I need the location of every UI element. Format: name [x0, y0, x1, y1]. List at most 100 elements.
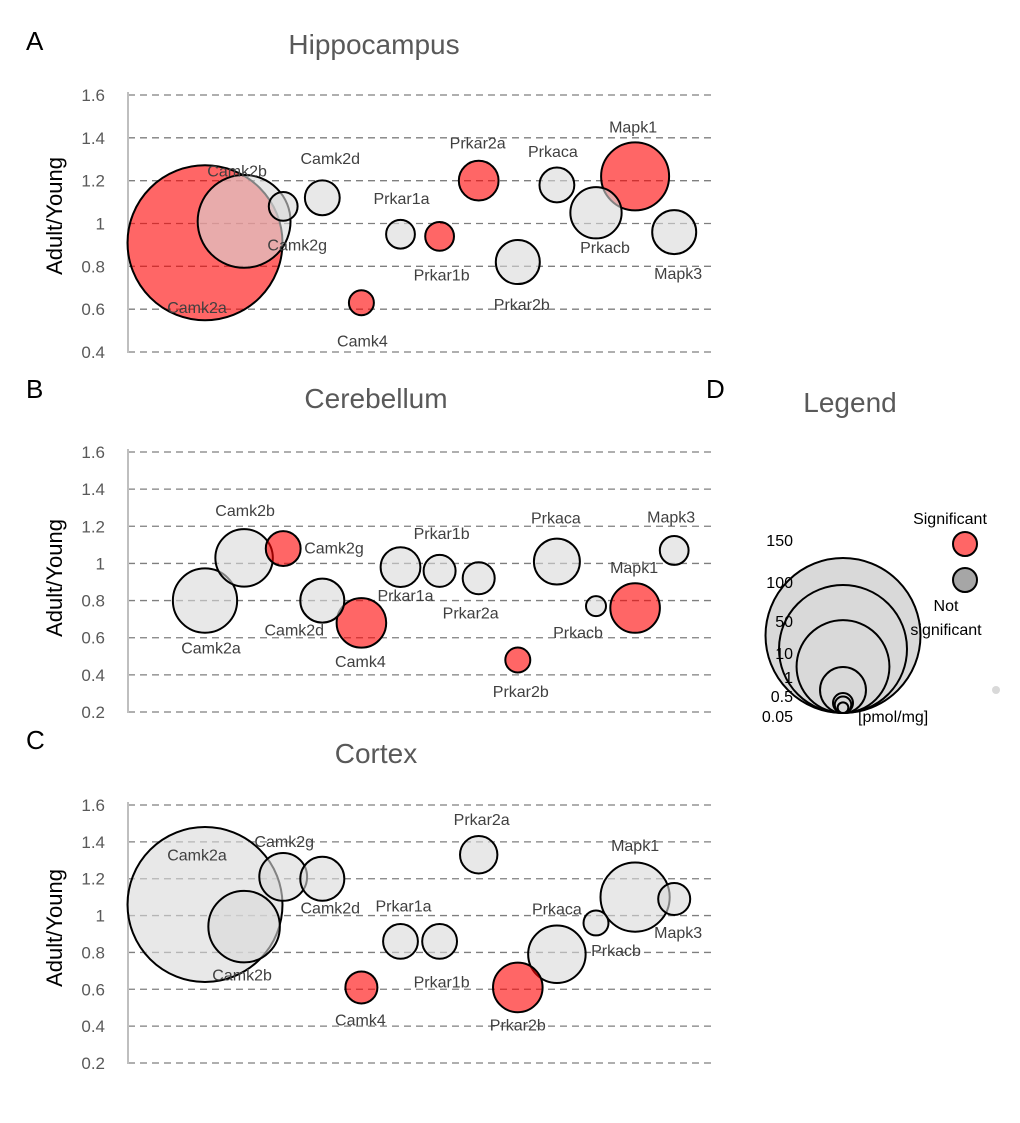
legend-size-label: 0.5 [771, 689, 793, 706]
y-tick-label: 1 [96, 215, 105, 234]
bubble-label-prkar1a: Prkar1a [375, 898, 431, 915]
y-tick-label: 0.4 [81, 343, 105, 362]
bubble-label-prkar2a: Prkar2a [443, 605, 499, 622]
bubble-prkar2a [457, 159, 500, 202]
bubble-label-prkaca: Prkaca [528, 144, 578, 161]
y-tick-label: 1.2 [81, 870, 105, 889]
y-tick-label: 0.4 [81, 666, 105, 685]
bubble-prkar1a [385, 218, 416, 250]
bubble-camk2d [299, 577, 346, 624]
bubble-label-mapk1: Mapk1 [611, 838, 659, 855]
y-tick-label: 0.2 [81, 1054, 105, 1073]
y-tick-label: 0.8 [81, 592, 105, 611]
y-tick-label: 1.4 [81, 480, 105, 499]
bubble-prkar2b [492, 961, 544, 1014]
legend-not-significant-marker [952, 567, 978, 593]
bubble-label-prkacb: Prkacb [591, 943, 641, 960]
bubble-label-camk2d: Camk2d [301, 151, 361, 168]
legend-size-scale: 150 100 50 10 1 0.5 0.05 [762, 533, 922, 726]
bubble-label-camk2a: Camk2a [167, 300, 227, 317]
bubble-label-camk2g: Camk2g [254, 834, 314, 851]
chart-title-hippocampus: Hippocampus [288, 29, 459, 60]
plot-cerebellum: 0.2 0.4 0.6 0.8 1 1.2 1.4 1.6 Camk2a Camk2b Camk2g… [81, 443, 712, 722]
bubble-mapk3 [651, 209, 698, 256]
legend-not-significant-label-line2: significant [910, 622, 982, 639]
y-axis-label-cerebellum: Adult/Young [42, 519, 67, 637]
bubble-mapk3 [657, 881, 692, 916]
bubble-camk2b [196, 173, 292, 269]
plot-cortex: 0.2 0.4 0.6 0.8 1 1.2 1.4 1.6 Camk2a Camk2b Camk2g… [81, 796, 712, 1073]
bubble-prkaca [527, 924, 587, 985]
legend-title: Legend [803, 387, 896, 418]
bubble-label-camk2a: Camk2a [181, 641, 241, 658]
bubble-label-prkar1a: Prkar1a [377, 588, 433, 605]
bubble-prkar2b [494, 239, 541, 286]
bubble-label-camk2b: Camk2b [207, 163, 267, 180]
bubble-label-camk4: Camk4 [335, 654, 386, 671]
bubble-camk2g [264, 530, 302, 567]
chart-title-cerebellum: Cerebellum [304, 383, 447, 414]
legend-significant-label: Significant [913, 511, 987, 528]
panel-letter-b: B [26, 374, 43, 404]
y-tick-label: 1 [96, 907, 105, 926]
bubble-label-prkar1b: Prkar1b [414, 526, 470, 543]
y-tick-label: 0.6 [81, 300, 105, 319]
y-tick-label: 1.6 [81, 443, 105, 462]
y-axis-label-cortex: Adult/Young [42, 869, 67, 987]
bubble-prkar1a [382, 922, 419, 960]
legend-size-label: 50 [775, 614, 793, 631]
bubble-mapk1 [600, 141, 671, 212]
bubble-mapk3 [658, 535, 690, 566]
legend-not-significant-label-line1: Not [934, 598, 959, 615]
bubble-label-mapk3: Mapk3 [654, 925, 702, 942]
legend-size-label: 0.05 [762, 709, 793, 726]
bubble-label-prkaca: Prkaca [531, 511, 581, 528]
bubble-prkaca [538, 166, 576, 204]
panel-letter-c: C [26, 725, 45, 755]
y-tick-label: 0.6 [81, 980, 105, 999]
bubble-prkacb [585, 595, 607, 618]
bubble-prkar1a [379, 546, 422, 589]
bubble-label-camk4: Camk4 [335, 1012, 386, 1029]
bubble-label-prkar2b: Prkar2b [494, 297, 550, 314]
bubble-camk2g [267, 190, 299, 222]
bubble-prkacb [582, 909, 610, 937]
y-tick-label: 1.4 [81, 833, 105, 852]
legend-size-label: 100 [766, 575, 793, 592]
y-tick-label: 1.6 [81, 796, 105, 815]
bubble-label-camk2d: Camk2d [265, 623, 325, 640]
legend-size-circle [836, 701, 850, 715]
y-tick-label: 1.4 [81, 129, 105, 148]
bubble-label-camk2a: Camk2a [167, 848, 227, 865]
y-tick-label: 1 [96, 554, 105, 573]
panel-letter-a: A [26, 26, 44, 56]
bubble-label-camk2g: Camk2g [267, 237, 327, 254]
y-tick-label: 0.8 [81, 943, 105, 962]
bubble-prkar2a [461, 561, 496, 596]
bubble-camk2b [207, 889, 281, 964]
panel-letter-d: D [706, 374, 725, 404]
bubble-camk2b [214, 528, 274, 588]
legend-size-label: 1 [784, 670, 793, 687]
bubble-prkar1b [422, 553, 457, 588]
bubble-prkar2b [504, 646, 532, 674]
bubble-label-prkar1b: Prkar1b [414, 974, 470, 991]
bubble-label-prkacb: Prkacb [580, 240, 630, 257]
legend-significant-marker [952, 531, 978, 557]
y-axis-label-hippocampus: Adult/Young [42, 157, 67, 275]
bubble-camk4 [344, 970, 379, 1005]
y-tick-label: 1.6 [81, 86, 105, 105]
bubble-camk4 [335, 597, 388, 649]
bubble-label-prkar2b: Prkar2b [493, 684, 549, 701]
bubble-prkar2a [459, 835, 499, 875]
bubble-label-prkar1a: Prkar1a [373, 191, 429, 208]
bubble-mapk1 [609, 582, 661, 634]
bubble-label-prkaca: Prkaca [532, 901, 582, 918]
bubble-label-mapk1: Mapk1 [610, 560, 658, 577]
bubble-label-prkar2a: Prkar2a [450, 136, 506, 153]
y-tick-label: 0.6 [81, 629, 105, 648]
bubble-label-camk2b: Camk2b [215, 503, 275, 520]
y-tick-label: 1.2 [81, 172, 105, 191]
y-tick-label: 1.2 [81, 517, 105, 536]
chart-title-cortex: Cortex [335, 738, 417, 769]
